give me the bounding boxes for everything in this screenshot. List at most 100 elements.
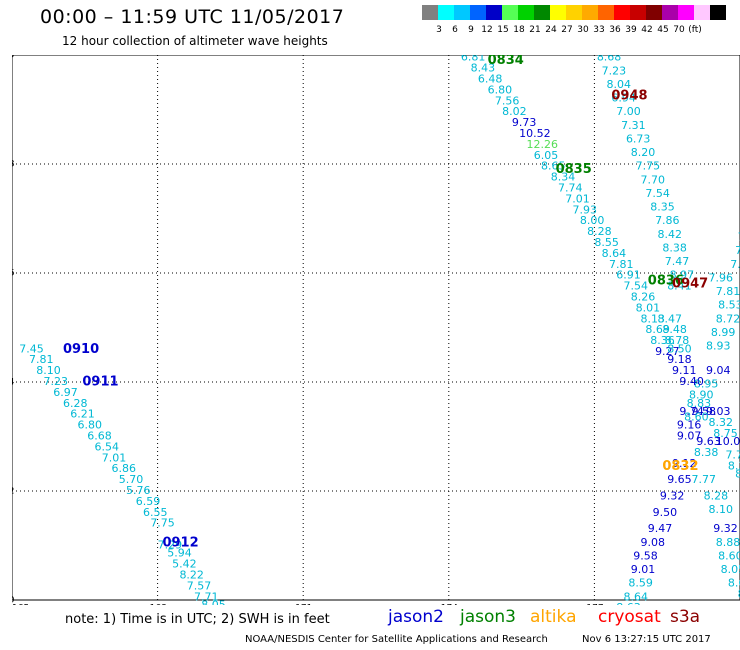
wave-height-value: 8.64	[602, 247, 627, 260]
color-scale-label: 24	[545, 25, 557, 35]
color-swatch	[710, 5, 726, 20]
wave-height-value: 7.77	[691, 473, 716, 486]
latitude-tick-label: 38	[12, 160, 15, 170]
wave-height-value: 8.59	[628, 577, 653, 590]
map-title: 00:00 – 11:59 UTC 11/05/2017	[40, 6, 345, 28]
wave-height-value: 6.91	[616, 269, 641, 282]
wave-height-value: 8.69	[645, 323, 670, 336]
color-swatch	[486, 5, 502, 20]
pass-time-label: 0948	[611, 88, 647, 103]
color-scale-label: 15	[497, 25, 509, 35]
wave-height-value: 8.18	[735, 468, 740, 481]
wave-height-value: 7.31	[621, 119, 646, 132]
color-swatch	[438, 5, 454, 20]
wave-height-value: 7.01	[102, 451, 127, 464]
latitude-tick-label: 32	[12, 487, 14, 497]
pass-time-label: 0832	[662, 459, 698, 474]
wave-height-value: 7.56	[495, 94, 520, 107]
wave-height-value: 6.21	[70, 408, 95, 421]
wave-height-value: 9.08	[641, 536, 666, 549]
wave-height-value: 8.34	[551, 171, 576, 184]
wave-height-value: 8.88	[716, 536, 740, 549]
wave-height-value: 8.78	[665, 334, 690, 347]
pass-time-labels: 0910 0911 0912 0834 0835 0836 0948 0947 0832	[63, 55, 708, 550]
wave-height-value: 9.11	[672, 364, 697, 377]
map-frame	[12, 55, 740, 601]
wave-height-value: 12.26	[526, 138, 558, 151]
color-swatch	[454, 5, 470, 20]
wave-height-value: 9.58	[633, 549, 658, 562]
wave-height-value: 7.23	[602, 64, 627, 77]
wave-height-value: 8.83	[687, 397, 712, 410]
color-scale-label: 3	[436, 25, 442, 35]
wave-height-value: 9.27	[655, 345, 680, 358]
wave-height-value: 8.95	[694, 378, 719, 391]
color-swatch	[694, 5, 710, 20]
wave-height-value: 6.97	[53, 386, 78, 399]
latitude-tick-label: 34	[12, 378, 15, 388]
color-swatch	[662, 5, 678, 20]
wave-height-value: 8.26	[631, 291, 656, 304]
color-scale-label: 70	[673, 25, 685, 35]
latitude-tick-label: 40	[12, 55, 15, 61]
wave-height-value: 8.68	[597, 55, 622, 64]
wave-height-value: 7.74	[558, 182, 583, 195]
color-swatch	[678, 5, 694, 20]
wave-height-value: 6.55	[143, 506, 168, 519]
generation-timestamp: Nov 6 13:27:15 UTC 2017	[582, 634, 711, 645]
wave-height-value: 8.20	[631, 146, 656, 159]
wave-height-value: 8.47	[657, 312, 682, 325]
color-swatch	[630, 5, 646, 20]
color-swatch	[502, 5, 518, 20]
wave-height-value: 9.73	[512, 116, 536, 129]
wave-height-value: 6.68	[87, 430, 112, 443]
wave-height-value: 8.34	[738, 588, 740, 601]
wave-height-value: 7.75	[150, 517, 175, 530]
color-swatch	[470, 5, 486, 20]
wave-height-value: 9.65	[667, 473, 692, 486]
wave-height-value: 6.59	[136, 495, 161, 508]
grid-lines	[12, 55, 740, 600]
wave-height-value: 9.16	[677, 419, 702, 432]
pass-time-label: 0835	[556, 162, 592, 177]
satellite-legend-cryosat: cryosat	[598, 607, 661, 627]
wave-height-value: 7.71	[194, 590, 219, 603]
pass-time-label: 0836	[648, 274, 684, 289]
wave-height-value: 7.70	[641, 173, 666, 186]
wave-height-value: 8.32	[708, 416, 733, 429]
wave-height-value: 8.93	[706, 340, 731, 353]
wave-height-value: 8.22	[179, 568, 204, 581]
wave-height-value: 7.54	[624, 280, 649, 293]
wave-height-value: 8.41	[667, 280, 692, 293]
wave-height-value: 8.60	[684, 410, 709, 423]
wave-height-map[interactable]: 165168171174177403836343230 7.457.818.10…	[12, 55, 740, 605]
wave-height-value: 8.50	[667, 342, 692, 355]
wave-height-value: 8.67	[728, 577, 740, 590]
wave-height-value: 6.80	[488, 83, 513, 96]
wave-height-value: 8.13	[641, 312, 666, 325]
wave-height-value: 5.70	[119, 473, 144, 486]
satellite-legend-s3a: s3a	[670, 607, 701, 627]
wave-height-value: 7.81	[29, 353, 53, 366]
wave-height-value: 8.31	[728, 459, 740, 472]
color-scale-label: (ft)	[688, 25, 702, 35]
color-swatch	[598, 5, 614, 20]
wave-height-value: 9.07	[677, 430, 702, 443]
wave-height-value: 8.60	[718, 549, 740, 562]
pass-time-label: 0834	[488, 55, 524, 68]
wave-height-value: 7.81	[716, 285, 740, 298]
wave-height-value: 8.35	[650, 201, 675, 214]
satellite-legend-jason3: jason3	[460, 607, 516, 627]
wave-height-value: 6.86	[111, 462, 136, 475]
satellite-legend-altika: altika	[530, 607, 577, 627]
color-swatch	[550, 5, 566, 20]
pass-time-label: 0947	[672, 276, 708, 291]
wave-height-value: 9.12	[672, 457, 697, 470]
wave-height-value: 7.96	[708, 271, 733, 284]
wave-height-value: 8.48	[662, 323, 687, 336]
wave-height-value: 7.45	[19, 342, 43, 355]
wave-height-values: 7.457.818.107.236.976.286.216.806.686.54…	[19, 55, 740, 605]
wave-height-value: 9.01	[631, 563, 656, 576]
wave-height-value: 6.54	[95, 440, 120, 453]
credit-line: NOAA/NESDIS Center for Satellite Applica…	[245, 634, 548, 645]
